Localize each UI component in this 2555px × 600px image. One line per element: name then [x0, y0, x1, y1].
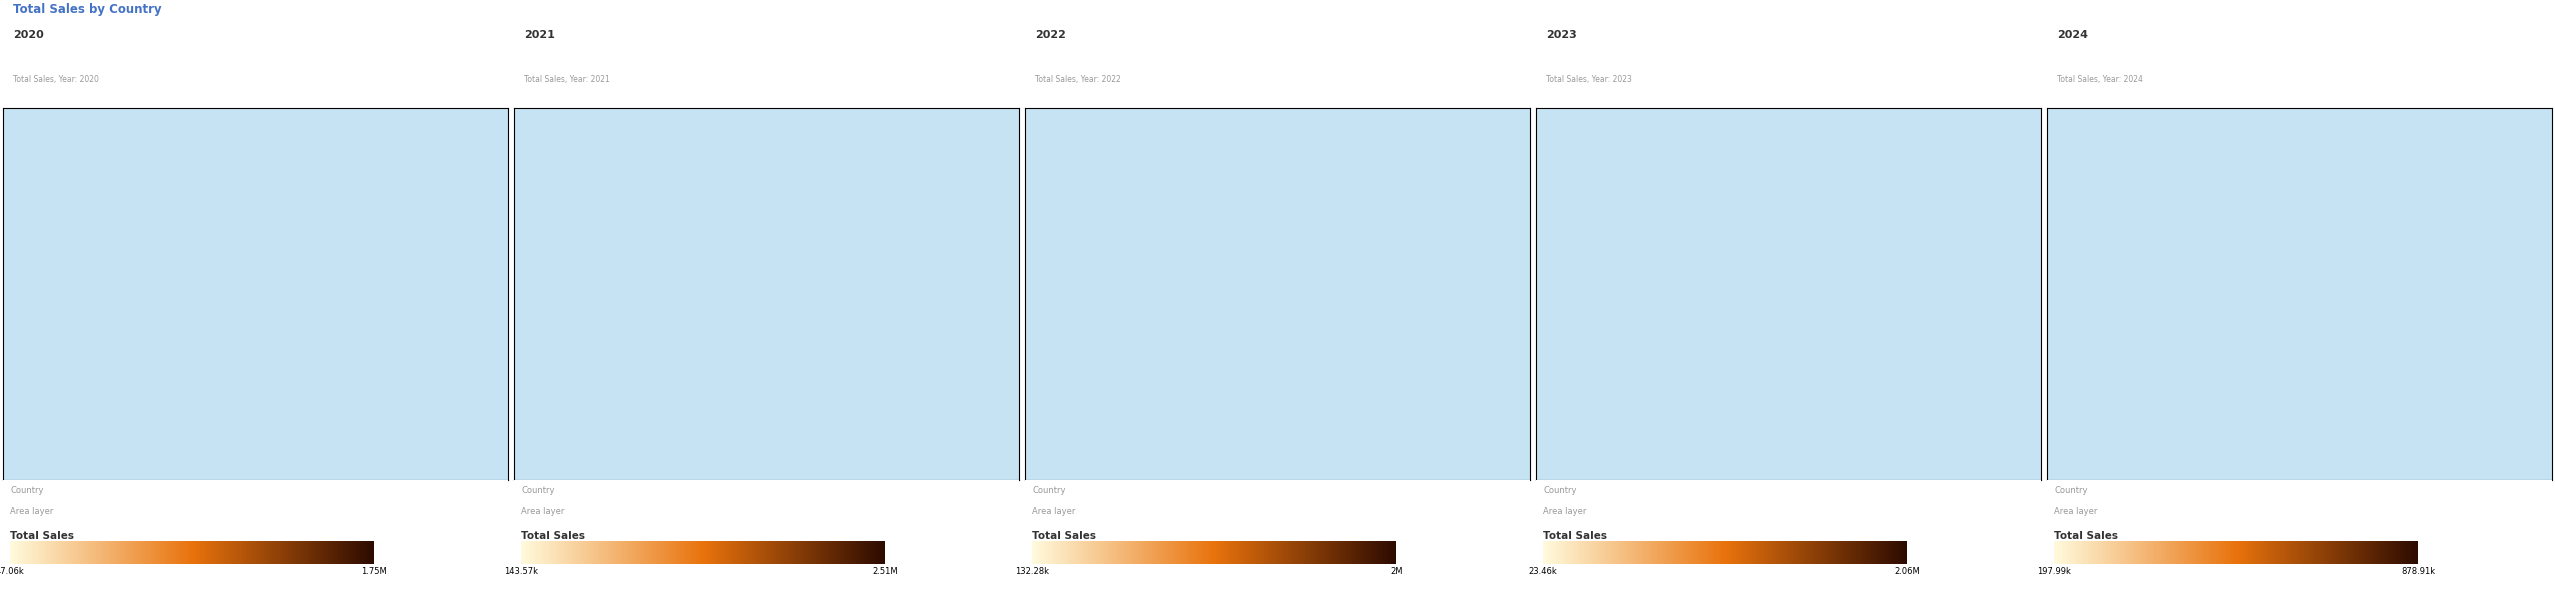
Text: Total Sales: Total Sales	[1543, 531, 1607, 541]
Text: Total Sales: Total Sales	[2054, 531, 2118, 541]
Text: 2024: 2024	[2057, 30, 2087, 40]
Text: Country: Country	[1032, 486, 1065, 495]
Text: Total Sales, Year: 2024: Total Sales, Year: 2024	[2057, 75, 2144, 84]
Text: Total Sales by Country: Total Sales by Country	[13, 3, 161, 16]
Text: Area layer: Area layer	[1543, 507, 1587, 516]
Text: Country: Country	[2054, 486, 2087, 495]
Text: Area layer: Area layer	[1032, 507, 1076, 516]
Text: Country: Country	[1543, 486, 1576, 495]
Text: Total Sales: Total Sales	[10, 531, 74, 541]
Text: Area layer: Area layer	[521, 507, 565, 516]
Text: Total Sales, Year: 2023: Total Sales, Year: 2023	[1546, 75, 1633, 84]
Text: 2020: 2020	[13, 30, 43, 40]
Text: Total Sales, Year: 2021: Total Sales, Year: 2021	[524, 75, 611, 84]
Text: 2023: 2023	[1546, 30, 1576, 40]
Text: Country: Country	[521, 486, 554, 495]
Text: Total Sales, Year: 2020: Total Sales, Year: 2020	[13, 75, 100, 84]
Text: Total Sales: Total Sales	[1032, 531, 1096, 541]
Text: 2022: 2022	[1035, 30, 1065, 40]
Text: Total Sales, Year: 2022: Total Sales, Year: 2022	[1035, 75, 1122, 84]
Text: Total Sales: Total Sales	[521, 531, 585, 541]
Text: Country: Country	[10, 486, 43, 495]
Text: 2021: 2021	[524, 30, 554, 40]
Text: Area layer: Area layer	[2054, 507, 2098, 516]
Text: Area layer: Area layer	[10, 507, 54, 516]
